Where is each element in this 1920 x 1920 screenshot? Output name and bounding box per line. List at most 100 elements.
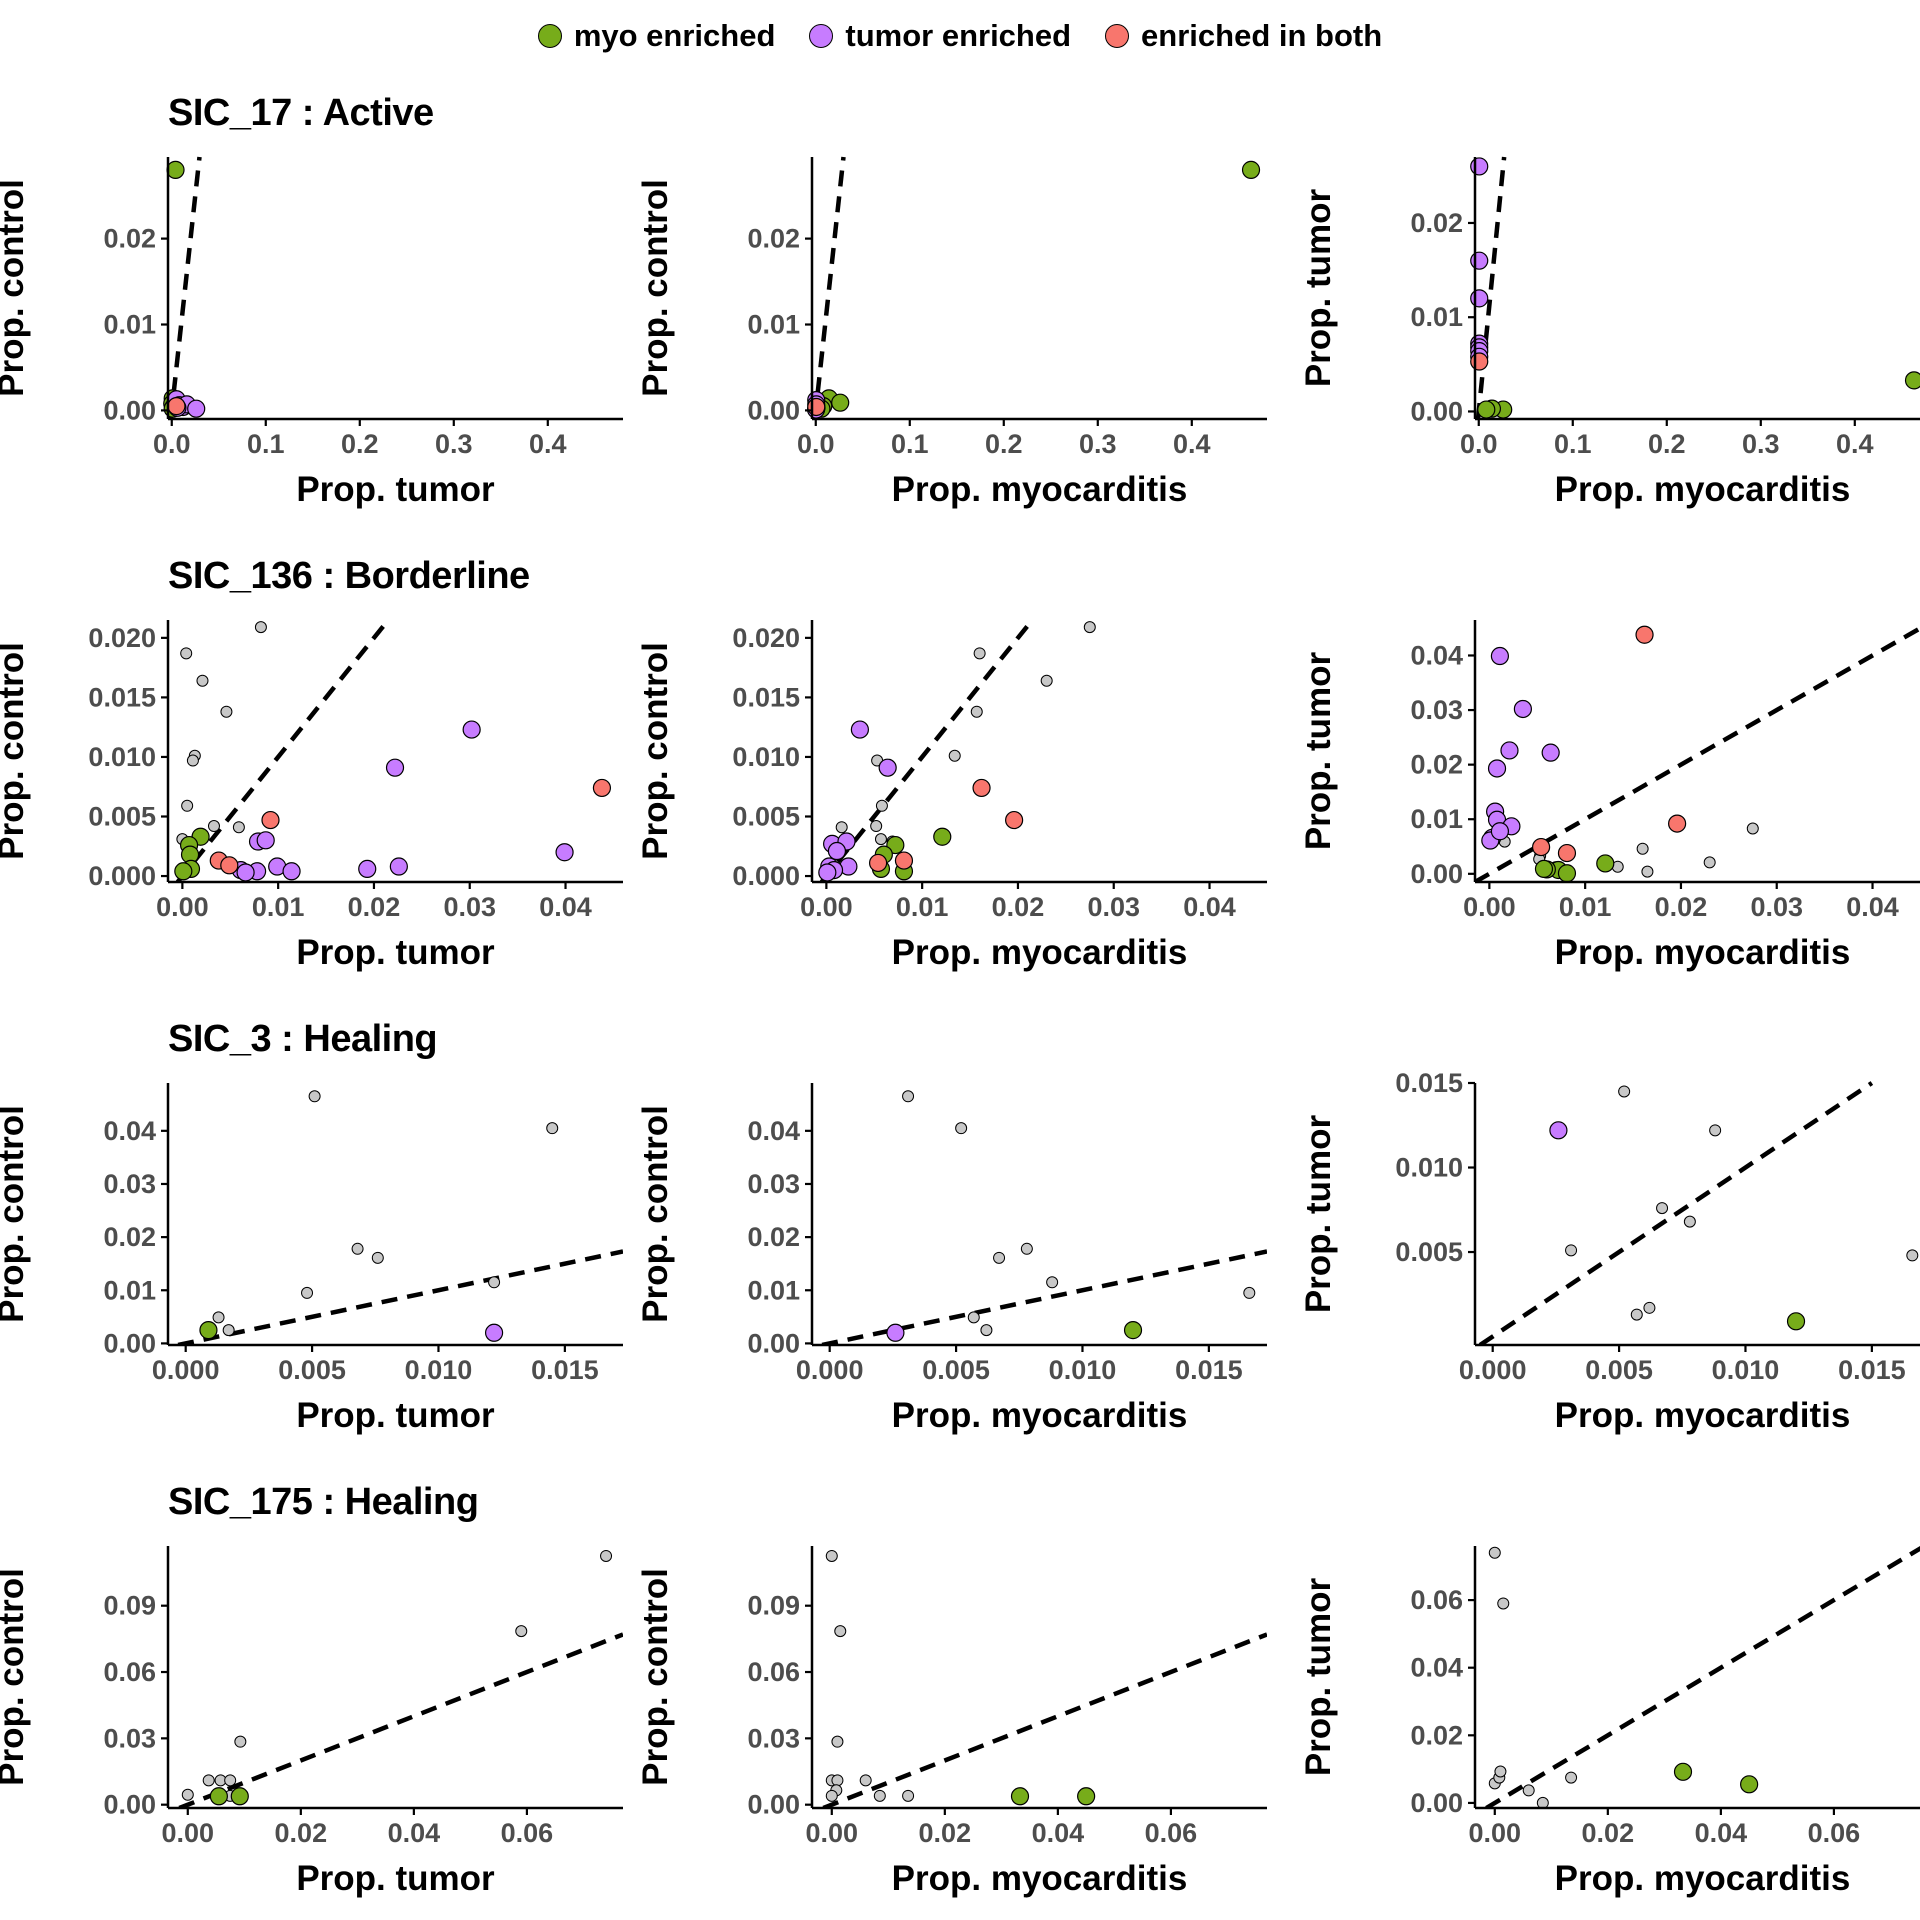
x-axis-title: Prop. myocarditis (1555, 1396, 1851, 1435)
y-tick-label: 0.005 (732, 802, 800, 832)
x-tick-label: 0.2 (1648, 429, 1686, 459)
point-both (167, 397, 186, 416)
x-tick-label: 0.03 (1087, 892, 1140, 922)
panel-r1-c1: 0.00 0.01 0.02 0.03 0.04 0.000 0.005 0.010 0.015… (636, 618, 1267, 972)
point-other (902, 1090, 915, 1103)
y-tick-label: 0.03 (103, 1723, 156, 1753)
panel-r0-c1: 0.0 0.1 0.2 0.3 0.4 0.00 0.01 0.02 Prop. myocard… (636, 156, 1267, 509)
point-other (973, 647, 986, 660)
point-both (220, 856, 239, 875)
y-axis-title: Prop. control (0, 1568, 31, 1786)
y-axis-title: Prop. control (0, 1105, 31, 1323)
point-myo (1557, 864, 1577, 883)
point-other (308, 1090, 321, 1103)
y-tick-label: 0.01 (1410, 302, 1463, 332)
point-other (232, 821, 245, 834)
x-tick-label: 0.015 (1175, 1355, 1243, 1385)
point-other (202, 1774, 215, 1787)
point-tumor (462, 720, 481, 739)
panel-r3-c0: 0.00 0.02 0.04 0.06 0.00 0.03 0.06 0.09 Prop. tu… (0, 1546, 623, 1898)
point-other (1488, 1546, 1501, 1559)
y-tick-label: 0.00 (747, 395, 800, 425)
x-tick-label: 0.005 (922, 1355, 990, 1385)
y-axis-title: Prop. tumor (1299, 1577, 1338, 1776)
x-axis-title: Prop. tumor (296, 1396, 495, 1435)
y-tick-label: 0.06 (747, 1657, 800, 1687)
y-tick-label: 0.02 (747, 224, 800, 254)
x-tick-label: 0.02 (275, 1818, 328, 1848)
point-other (254, 621, 267, 634)
x-tick-label: 0.02 (992, 892, 1045, 922)
point-tumor (1470, 251, 1489, 270)
y-tick-label: 0.000 (88, 861, 156, 891)
point-myo (209, 1787, 228, 1806)
y-tick-label: 0.000 (732, 861, 800, 891)
point-tumor (282, 862, 301, 881)
x-axis-title: Prop. myocarditis (892, 933, 1188, 972)
y-tick-label: 0.010 (88, 742, 156, 772)
point-other (1683, 1215, 1696, 1228)
point-other (1643, 1301, 1656, 1314)
x-tick-label: 0.04 (1846, 892, 1899, 922)
y-tick-label: 0.010 (1395, 1153, 1463, 1183)
legend-swatch-tumor (809, 24, 834, 48)
point-other (371, 1251, 384, 1264)
point-other (955, 1122, 968, 1135)
x-tick-label: 0.000 (1459, 1355, 1527, 1385)
point-myo (1673, 1762, 1693, 1781)
point-myo (174, 862, 193, 881)
point-other (873, 1789, 886, 1802)
y-tick-label: 0.010 (732, 742, 800, 772)
point-myo (1077, 1787, 1096, 1806)
point-other (1020, 1242, 1033, 1255)
y-tick-label: 0.01 (747, 1275, 800, 1305)
point-myo (230, 1787, 249, 1806)
x-tick-label: 0.005 (278, 1355, 346, 1385)
point-tumor (236, 863, 255, 882)
identity-line (1478, 1081, 1874, 1345)
point-other (1656, 1202, 1669, 1215)
x-tick-label: 0.1 (247, 429, 285, 459)
point-tumor (187, 399, 206, 418)
point-myo (1241, 160, 1261, 179)
x-tick-label: 0.4 (1836, 429, 1874, 459)
x-tick-label: 0.4 (529, 429, 567, 459)
point-other (196, 674, 209, 687)
x-tick-label: 0.03 (1750, 892, 1803, 922)
point-myo (166, 160, 185, 179)
x-axis-title: Prop. myocarditis (1555, 1859, 1851, 1898)
y-tick-label: 0.015 (1395, 1068, 1463, 1098)
point-tumor (484, 1323, 504, 1342)
point-both (261, 810, 280, 830)
x-tick-label: 0.02 (919, 1818, 972, 1848)
x-axis-title: Prop. myocarditis (1555, 933, 1851, 972)
x-tick-label: 0.010 (405, 1355, 473, 1385)
y-tick-label: 0.02 (103, 224, 156, 254)
point-tumor (358, 859, 377, 879)
y-tick-label: 0.00 (747, 1790, 800, 1820)
point-other (212, 1311, 225, 1324)
identity-line (175, 618, 391, 882)
point-both (894, 851, 914, 870)
x-tick-label: 0.02 (1655, 892, 1708, 922)
point-other (825, 1549, 838, 1562)
point-other (967, 1311, 980, 1324)
x-axis-title: Prop. tumor (296, 470, 495, 509)
x-tick-label: 0.0 (1460, 429, 1498, 459)
y-axis-title: Prop. control (636, 1105, 675, 1323)
identity-line (178, 1632, 623, 1808)
point-tumor (389, 857, 408, 876)
y-tick-label: 0.020 (732, 623, 800, 653)
point-other (600, 1549, 613, 1562)
point-tumor (1490, 646, 1510, 666)
y-tick-label: 0.02 (747, 1222, 800, 1252)
y-axis-title: Prop. tumor (1299, 188, 1338, 387)
point-tumor (827, 841, 847, 861)
y-axis-title: Prop. control (636, 1568, 675, 1786)
point-other (1630, 1308, 1643, 1321)
y-tick-label: 0.03 (747, 1723, 800, 1753)
identity-line (1475, 625, 1920, 882)
point-other (1641, 865, 1654, 878)
y-tick-label: 0.03 (747, 1169, 800, 1199)
x-tick-label: 0.005 (1585, 1355, 1653, 1385)
